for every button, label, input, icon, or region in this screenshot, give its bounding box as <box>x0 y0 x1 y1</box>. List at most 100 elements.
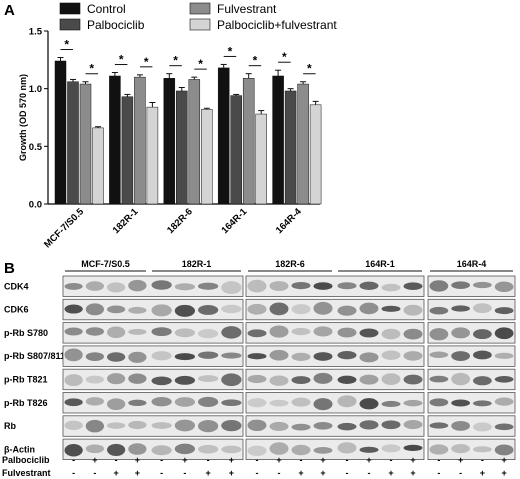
significance-star: * <box>89 62 94 76</box>
blot-membrane <box>245 438 425 461</box>
blot-band <box>221 326 242 339</box>
legend-swatch <box>189 2 211 15</box>
blot-band <box>198 282 219 290</box>
blot-cell-line-label: 164R-1 <box>365 259 395 269</box>
blot-band <box>107 422 126 429</box>
blot-band <box>291 397 311 407</box>
bar <box>255 113 267 205</box>
significance-markers: * * * * * * * * * * <box>60 38 316 76</box>
treatment-sign: + <box>410 468 415 478</box>
blot-band <box>494 352 514 359</box>
treatment-sign: - <box>346 468 349 478</box>
blot-band <box>174 304 195 317</box>
blot-band <box>198 419 219 433</box>
treatment-sign: - <box>346 455 349 465</box>
blot-band <box>107 352 126 362</box>
treatment-sign: + <box>501 455 506 465</box>
blot-band <box>313 422 333 430</box>
blot-membrane <box>245 415 425 437</box>
treatment-sign: + <box>135 455 140 465</box>
blot-band <box>174 397 195 407</box>
blot-band <box>451 351 470 361</box>
bar <box>54 60 67 205</box>
panel-a-label: A <box>4 2 15 19</box>
treatment-sign: - <box>437 455 440 465</box>
treatment-sign: - <box>437 468 440 478</box>
treatment-sign: - <box>207 455 210 465</box>
blot-band <box>85 375 104 384</box>
blot-band <box>291 304 311 315</box>
blot-band <box>403 444 423 451</box>
blot-band <box>313 372 333 384</box>
significance-star: * <box>282 50 287 64</box>
blot-row-label: p-Rb T821 <box>4 374 48 384</box>
blot-band <box>151 280 172 290</box>
legend-swatch <box>189 18 211 31</box>
blot-band <box>381 373 401 386</box>
blot-band <box>359 398 379 410</box>
blot-band <box>64 304 83 314</box>
blot-band <box>64 374 83 387</box>
blot-cell-line-headers: MCF-7/S0.5 182R-1 182R-6 164R-1 164R-4 <box>65 259 513 272</box>
blot-row-label: β-Actin <box>4 444 35 454</box>
blot-band <box>494 327 514 340</box>
category-label: 182R-6 <box>165 206 195 236</box>
bar-chart: Control Palbociclib Fulvestrant Palbociclib… <box>18 2 337 250</box>
bar <box>309 104 322 205</box>
blot-band <box>429 398 449 407</box>
blot-band <box>174 443 195 455</box>
blot-band <box>337 305 357 316</box>
blot-band <box>269 442 289 455</box>
blot-band <box>174 283 195 291</box>
significance-star: * <box>228 44 233 58</box>
blot-band <box>359 374 379 385</box>
blot-band <box>403 328 423 340</box>
blot-band <box>128 420 147 430</box>
blot-band <box>429 422 449 429</box>
treatment-sign: - <box>481 455 484 465</box>
blot-band <box>403 374 423 385</box>
blot-band <box>451 305 470 312</box>
legend-label: Palbociclib+fulvestrant <box>217 18 337 32</box>
blot-band <box>291 352 311 361</box>
blot-band <box>247 353 267 360</box>
blot-membrane <box>427 415 516 437</box>
blot-membrane <box>427 392 516 414</box>
blot-band <box>247 445 267 456</box>
blot-band <box>313 447 333 454</box>
blot-treatment-matrix: Palbociclib - + - + - + - + - + - + - + - + - + - + Fulvestra… <box>2 455 507 478</box>
western-blot: MCF-7/S0.5 182R-1 182R-6 164R-1 164R-4 CDK4C… <box>2 259 516 478</box>
treatment-sign: - <box>115 455 118 465</box>
blot-membrane <box>427 298 516 321</box>
blot-band <box>451 327 470 339</box>
treatment-sign: - <box>368 468 371 478</box>
treatment-label: Fulvestrant <box>2 468 51 478</box>
blot-band <box>151 327 172 337</box>
treatment-sign: + <box>298 468 303 478</box>
blot-band <box>473 350 492 360</box>
blot-band <box>359 352 379 363</box>
significance-star: * <box>307 62 312 76</box>
blot-band <box>221 281 242 294</box>
blot-band <box>451 420 470 431</box>
blot-band <box>381 420 401 430</box>
bar <box>201 109 213 205</box>
y-tick-label: 0.0 <box>29 200 42 211</box>
bar <box>146 106 159 205</box>
blot-band <box>269 375 289 386</box>
treatment-sign: + <box>480 468 485 478</box>
blot-band <box>128 328 147 335</box>
blot-band <box>247 279 267 293</box>
treatment-sign: + <box>501 468 506 478</box>
blot-band <box>221 420 242 432</box>
blot-membrane <box>427 275 516 297</box>
blot-band <box>381 305 401 312</box>
blot-band <box>107 398 126 411</box>
blot-band <box>494 423 514 431</box>
blot-band <box>128 443 147 455</box>
blot-band <box>128 399 147 407</box>
treatment-sign: + <box>320 455 325 465</box>
treatment-sign: - <box>160 455 163 465</box>
legend-swatch <box>59 2 81 15</box>
